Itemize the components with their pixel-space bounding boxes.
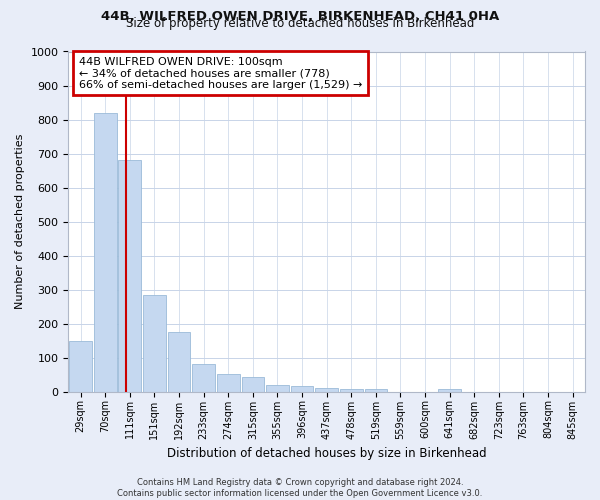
Bar: [316, 388, 338, 392]
Text: 44B, WILFRED OWEN DRIVE, BIRKENHEAD, CH41 0HA: 44B, WILFRED OWEN DRIVE, BIRKENHEAD, CH4…: [101, 10, 499, 23]
Bar: [192, 364, 215, 392]
Text: Size of property relative to detached houses in Birkenhead: Size of property relative to detached ho…: [126, 18, 474, 30]
Text: 44B WILFRED OWEN DRIVE: 100sqm
← 34% of detached houses are smaller (778)
66% of: 44B WILFRED OWEN DRIVE: 100sqm ← 34% of …: [79, 56, 362, 90]
Bar: [217, 374, 239, 392]
Bar: [266, 385, 289, 392]
Bar: [143, 294, 166, 392]
Bar: [365, 389, 387, 392]
Bar: [118, 160, 141, 392]
Text: Contains HM Land Registry data © Crown copyright and database right 2024.
Contai: Contains HM Land Registry data © Crown c…: [118, 478, 482, 498]
Bar: [242, 378, 264, 392]
Bar: [167, 332, 190, 392]
X-axis label: Distribution of detached houses by size in Birkenhead: Distribution of detached houses by size …: [167, 447, 487, 460]
Y-axis label: Number of detached properties: Number of detached properties: [15, 134, 25, 310]
Bar: [439, 389, 461, 392]
Bar: [69, 340, 92, 392]
Bar: [291, 386, 313, 392]
Bar: [340, 389, 362, 392]
Bar: [94, 112, 116, 392]
